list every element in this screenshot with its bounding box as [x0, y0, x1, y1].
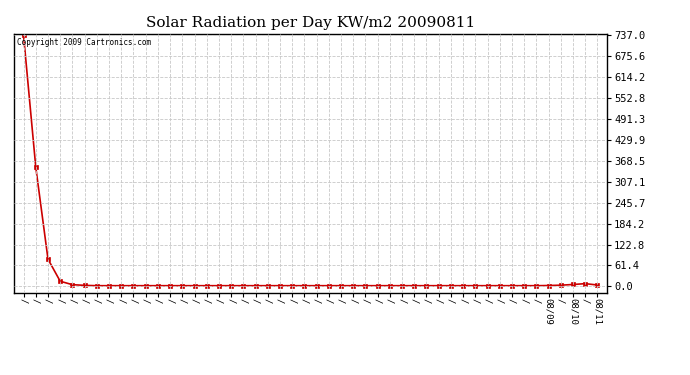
Title: Solar Radiation per Day KW/m2 20090811: Solar Radiation per Day KW/m2 20090811	[146, 16, 475, 30]
Text: Copyright 2009 Cartronics.com: Copyright 2009 Cartronics.com	[17, 38, 151, 46]
